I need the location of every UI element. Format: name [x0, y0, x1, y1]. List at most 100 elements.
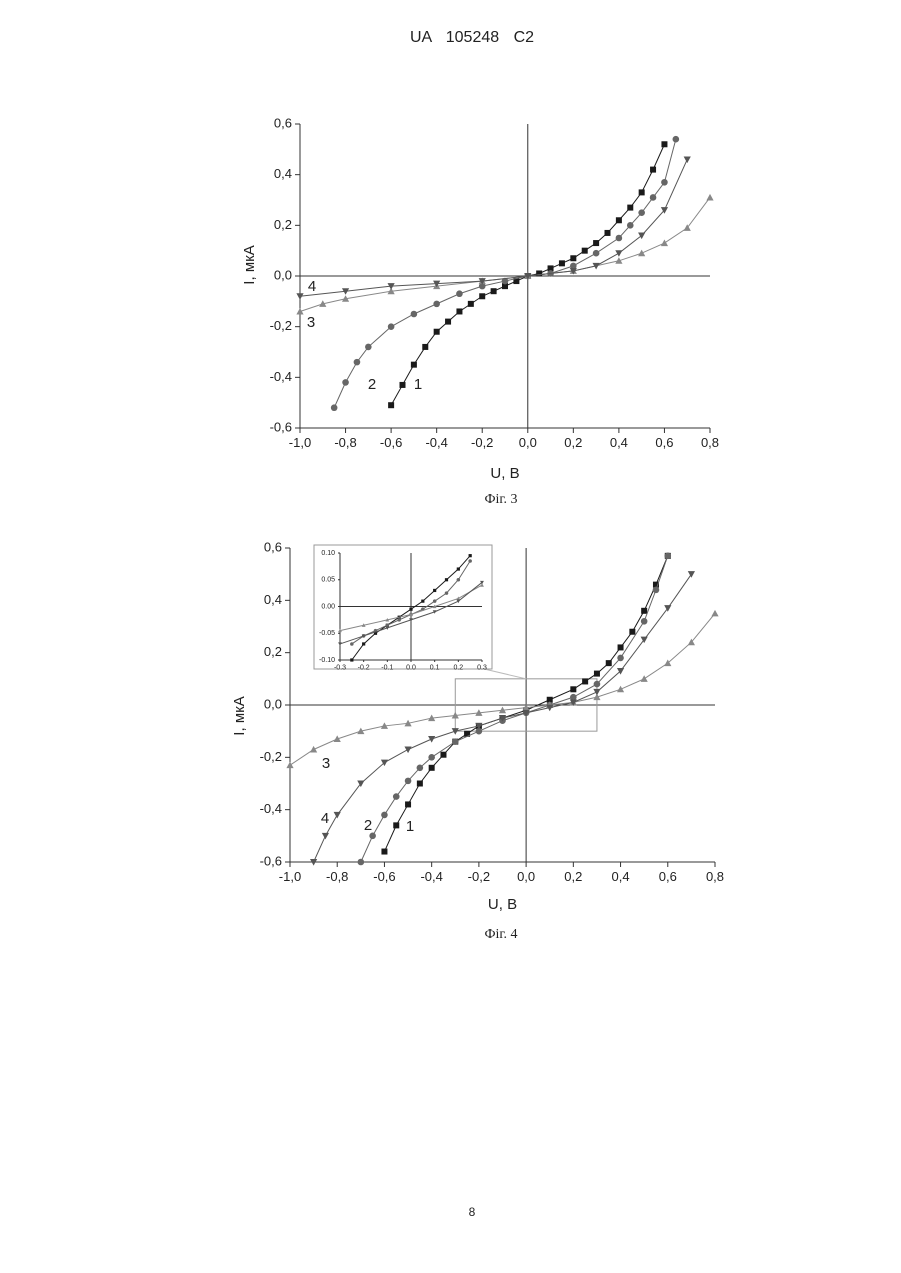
y-tick-label: -0,6	[260, 853, 282, 868]
marker	[433, 589, 436, 592]
marker	[456, 308, 462, 314]
marker	[711, 610, 718, 617]
marker	[684, 156, 691, 163]
marker	[615, 250, 622, 257]
marker	[661, 179, 668, 186]
marker	[388, 323, 395, 330]
x-tick-label: 0.0	[406, 664, 416, 671]
marker	[593, 250, 600, 257]
marker	[354, 359, 361, 366]
marker	[688, 571, 695, 578]
marker	[618, 644, 624, 650]
curve-label: 2	[364, 817, 372, 834]
marker	[491, 288, 497, 294]
marker	[582, 678, 588, 684]
y-tick-label: 0,6	[264, 539, 282, 554]
x-tick-label: -1,0	[289, 435, 311, 450]
y-tick-label: 0.05	[321, 577, 335, 584]
x-tick-label: 0,2	[564, 435, 582, 450]
x-tick-label: -0,4	[420, 869, 442, 884]
marker	[334, 812, 341, 819]
y-tick-label: -0,2	[270, 318, 292, 333]
curve-label: 1	[414, 376, 422, 393]
y-tick-label: 0,4	[274, 166, 292, 181]
x-tick-label: -0,6	[373, 869, 395, 884]
marker	[433, 599, 437, 603]
figure-caption: Фіг. 3	[484, 492, 517, 507]
marker	[616, 235, 623, 242]
marker	[411, 311, 418, 318]
marker	[593, 240, 599, 246]
y-axis-title: I, мкА	[231, 696, 248, 735]
marker	[582, 248, 588, 254]
marker	[457, 567, 460, 570]
x-tick-label: -0.2	[358, 664, 370, 671]
marker	[405, 801, 411, 807]
marker	[393, 793, 400, 800]
series-line	[300, 197, 710, 311]
y-tick-label: -0,4	[260, 801, 282, 816]
y-tick-label: -0,4	[270, 369, 292, 384]
x-tick-label: 0.2	[453, 664, 463, 671]
marker	[286, 762, 293, 769]
y-axis-title: I, мкА	[241, 245, 258, 284]
marker	[433, 301, 440, 308]
marker	[445, 591, 449, 595]
y-tick-label: 0.10	[321, 550, 335, 557]
marker	[639, 189, 645, 195]
x-tick-label: 0,4	[610, 435, 628, 450]
marker	[641, 608, 647, 614]
x-tick-label: 0,0	[517, 869, 535, 884]
y-tick-label: 0,6	[274, 115, 292, 130]
marker	[629, 629, 635, 635]
marker	[673, 136, 680, 143]
marker	[388, 402, 394, 408]
marker	[445, 578, 448, 581]
marker	[664, 553, 671, 560]
marker	[362, 642, 365, 645]
marker	[331, 404, 338, 411]
curve-label: 3	[307, 314, 315, 331]
marker	[400, 382, 406, 388]
marker	[627, 205, 633, 211]
marker	[310, 746, 317, 753]
x-tick-label: -0,8	[334, 435, 356, 450]
marker	[428, 736, 435, 743]
marker	[606, 660, 612, 666]
y-tick-label: -0.10	[319, 657, 335, 664]
marker	[617, 655, 624, 662]
y-tick-label: -0.05	[319, 630, 335, 637]
x-axis-title: U, B	[488, 896, 517, 913]
x-tick-label: 0,6	[655, 435, 673, 450]
marker	[638, 232, 645, 239]
y-tick-label: 0,4	[264, 592, 282, 607]
marker	[409, 608, 412, 611]
curve-label: 1	[406, 818, 414, 835]
marker	[393, 822, 399, 828]
marker	[570, 255, 576, 261]
marker	[428, 754, 435, 761]
marker	[594, 671, 600, 677]
marker	[342, 379, 349, 386]
marker	[350, 642, 354, 646]
marker	[296, 308, 303, 315]
marker	[404, 746, 411, 753]
marker	[456, 290, 463, 297]
marker	[650, 167, 656, 173]
x-tick-label: 0,0	[519, 435, 537, 450]
marker	[296, 293, 303, 300]
x-tick-label: -0,6	[380, 435, 402, 450]
marker	[593, 689, 600, 696]
marker	[641, 675, 648, 682]
x-tick-label: 0,2	[564, 869, 582, 884]
curve-label: 4	[308, 278, 316, 295]
marker	[650, 194, 657, 201]
marker	[661, 239, 668, 246]
series-line	[334, 139, 676, 408]
marker	[381, 812, 388, 819]
x-axis-title: U, B	[490, 465, 519, 482]
marker	[617, 686, 624, 693]
marker	[452, 738, 459, 745]
marker	[381, 849, 387, 855]
marker	[641, 618, 648, 625]
